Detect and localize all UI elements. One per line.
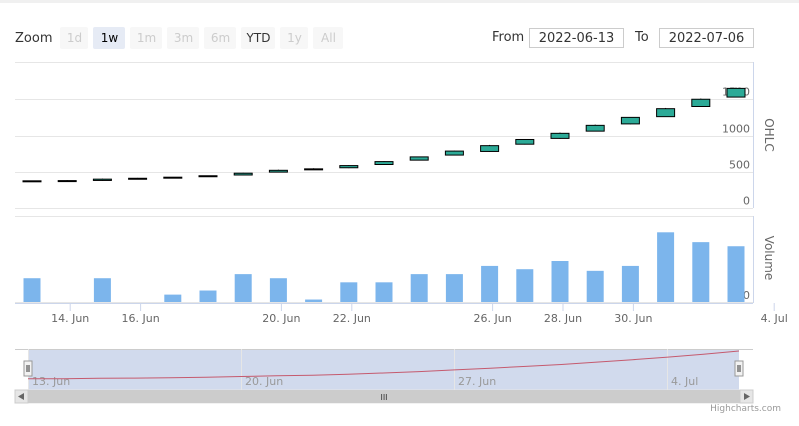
x-axis-tick-label: 22. Jun — [333, 312, 371, 325]
candle[interactable] — [22, 180, 42, 183]
zoom-label: Zoom — [15, 30, 53, 46]
x-axis-tick-label: 28. Jun — [544, 312, 582, 325]
range-selector: Zoom 1d 1w 1m 3m 6m YTD 1y All — [15, 27, 348, 49]
navigator-background — [15, 349, 753, 391]
candle[interactable] — [656, 108, 676, 118]
volume-bar[interactable] — [199, 290, 217, 302]
zoom-button-3m[interactable]: 3m — [167, 27, 200, 49]
credits-link[interactable]: Highcharts.com — [710, 404, 781, 414]
volume-bar[interactable] — [164, 294, 182, 302]
volume-bar[interactable] — [375, 282, 393, 302]
x-axis-tick-label: 30. Jun — [614, 312, 652, 325]
volume-bar[interactable] — [410, 274, 428, 302]
candle[interactable] — [585, 124, 605, 132]
navigator-label: 20. Jun — [245, 375, 283, 388]
volume-bar[interactable] — [481, 265, 499, 302]
volume-bar[interactable] — [445, 274, 463, 302]
x-axis-tick-label: 14. Jun — [51, 312, 89, 325]
ohlc-y-tick-label: 500 — [729, 159, 750, 172]
navigator-series-line — [28, 350, 740, 380]
zoom-button-6m[interactable]: 6m — [204, 27, 237, 49]
x-axis-tick-label: 26. Jun — [474, 312, 512, 325]
volume-bar[interactable] — [551, 261, 569, 302]
volume-bar[interactable] — [269, 278, 287, 302]
navigator-left-handle[interactable] — [23, 360, 33, 377]
candle[interactable] — [515, 138, 535, 145]
volume-bar[interactable] — [692, 242, 710, 302]
navigator-right-handle[interactable] — [734, 360, 744, 377]
volume-bar[interactable] — [516, 269, 534, 302]
volume-bar[interactable] — [727, 246, 745, 302]
navigator-label: 13. Jun — [32, 375, 70, 388]
volume-bar[interactable] — [657, 232, 675, 302]
navigator-mask[interactable] — [28, 349, 739, 391]
zoom-button-1m[interactable]: 1m — [130, 27, 163, 49]
candle[interactable] — [233, 172, 253, 176]
volume-bar[interactable] — [305, 299, 323, 302]
candle[interactable] — [339, 165, 359, 169]
zoom-button-1y[interactable]: 1y — [280, 27, 309, 49]
candle[interactable] — [128, 177, 148, 180]
to-date-input[interactable]: 2022-07-06 — [659, 28, 754, 48]
x-axis-tick-label: 16. Jun — [122, 312, 160, 325]
x-axis-tick-label: 4. Jul — [761, 312, 788, 325]
volume-bar[interactable] — [93, 278, 111, 302]
top-border — [0, 0, 799, 3]
candle[interactable] — [92, 178, 112, 181]
candle[interactable] — [726, 87, 746, 98]
scrollbar-right-arrow-icon — [744, 393, 750, 400]
zoom-button-ytd[interactable]: YTD — [241, 27, 276, 49]
candle[interactable] — [444, 150, 464, 156]
ohlc-axis-title: OHLC — [762, 118, 776, 152]
scrollbar-thumb[interactable] — [28, 390, 740, 403]
to-label: To — [635, 30, 649, 45]
candle[interactable] — [480, 145, 500, 152]
volume-bar[interactable] — [234, 274, 252, 302]
volume-bar[interactable] — [23, 278, 41, 302]
candle[interactable] — [57, 180, 77, 183]
ohlc-y-tick-labels: 050010001500 — [722, 86, 750, 208]
candle[interactable] — [374, 161, 394, 166]
volume-bar[interactable] — [621, 265, 639, 302]
candle[interactable] — [163, 176, 183, 179]
navigator-label: 27. Jun — [458, 375, 496, 388]
ohlc-y-tick-label: 1000 — [722, 123, 750, 136]
from-label: From — [492, 30, 525, 45]
candle[interactable] — [409, 156, 429, 161]
zoom-button-all[interactable]: All — [313, 27, 344, 49]
candle[interactable] — [198, 175, 218, 178]
x-axis-ticks: 14. Jun 16. Jun 20. Jun 22. Jun 26. Jun 28. J… — [51, 303, 788, 325]
candle[interactable] — [304, 168, 324, 171]
ohlc-gridlines — [15, 99, 753, 209]
candle[interactable] — [268, 169, 288, 173]
scrollbar-left-arrow-icon — [18, 393, 24, 400]
zoom-button-1d[interactable]: 1d — [60, 27, 89, 49]
x-axis-tick-label: 20. Jun — [262, 312, 300, 325]
scrollbar-grip-icon: III — [380, 393, 387, 402]
navigator-label: 4. Jul — [671, 375, 698, 388]
candle[interactable] — [691, 98, 711, 107]
candle[interactable] — [550, 132, 570, 139]
volume-bar[interactable] — [586, 270, 604, 302]
zoom-button-1w[interactable]: 1w — [93, 27, 126, 49]
volume-axis-title: Volume — [762, 236, 776, 281]
candle[interactable] — [620, 116, 640, 125]
navigator-grid: 13. Jun 20. Jun 27. Jun 4. Jul — [28, 349, 698, 390]
volume-series — [23, 232, 745, 302]
volume-bar[interactable] — [340, 282, 358, 302]
candlestick-series — [22, 87, 746, 183]
volume-y-tick-labels: 0 — [743, 289, 750, 302]
from-date-input[interactable]: 2022-06-13 — [529, 28, 624, 48]
volume-y-tick-label: 0 — [743, 289, 750, 302]
ohlc-y-tick-label: 0 — [743, 195, 750, 208]
